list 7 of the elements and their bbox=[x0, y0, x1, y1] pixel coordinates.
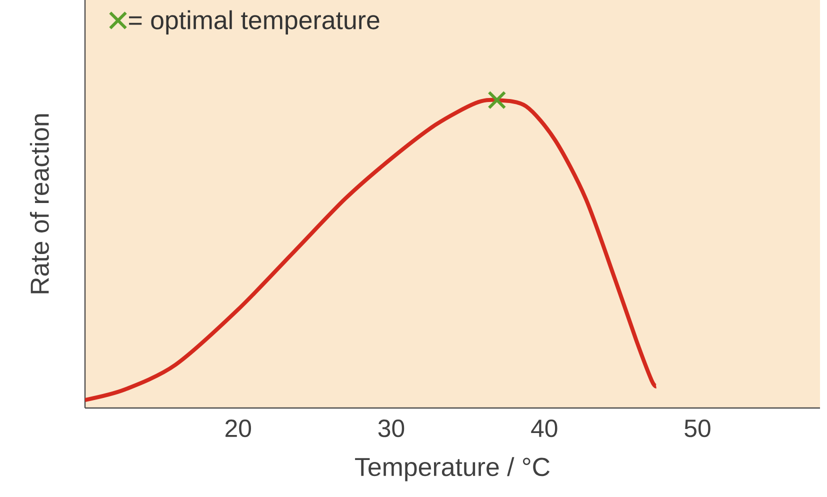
x-tick-label: 20 bbox=[226, 420, 251, 438]
x-tick-label: 30 bbox=[378, 420, 404, 438]
x-axis-title: Temperature / °C bbox=[355, 457, 550, 482]
y-axis-title: Rate of reaction bbox=[30, 114, 49, 294]
legend-label: = optimal temperature bbox=[129, 10, 380, 34]
x-tick-label: 40 bbox=[531, 420, 558, 438]
x-tick-label: 50 bbox=[684, 420, 710, 438]
